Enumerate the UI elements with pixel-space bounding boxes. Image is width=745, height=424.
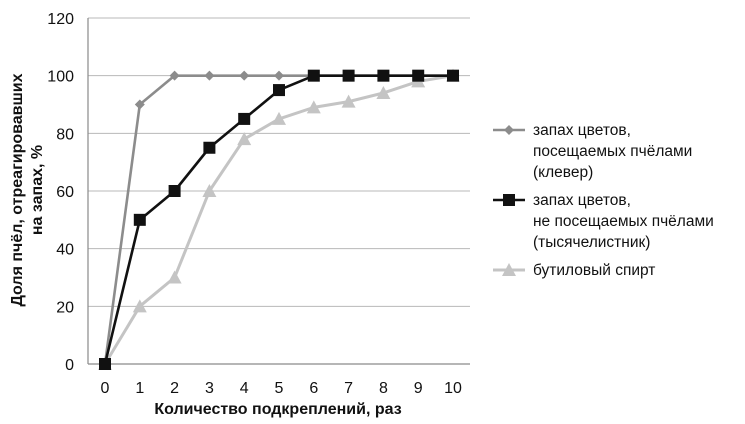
legend-marker-0: [504, 125, 514, 135]
series-2-point-1: [132, 299, 147, 313]
legend-label-0-line-2: (клевер): [533, 164, 593, 181]
x-tick-label-3: 3: [205, 380, 214, 397]
series-2: [98, 68, 460, 370]
series-1-point-10: [447, 69, 459, 82]
x-tick-label-2: 2: [170, 380, 179, 397]
legend-item-0: запах цветов, посещаемых пчёлами (клевер): [493, 122, 692, 181]
series-1-point-1: [133, 213, 146, 226]
legend-marker-1: [503, 194, 515, 206]
series-1: [99, 69, 459, 370]
gridlines: [88, 17, 470, 307]
y-tick-label-60: 60: [56, 184, 74, 201]
series-2-point-8: [376, 85, 391, 99]
x-tick-labels: 0 1 2 3 4 5 6 7 8 9 10: [101, 380, 462, 397]
series-1-point-8: [377, 69, 390, 82]
x-axis-title: Количество подкреплений, раз: [154, 401, 401, 418]
y-tick-label-100: 100: [47, 69, 74, 86]
series-2-point-5: [272, 111, 286, 125]
x-tick-label-5: 5: [275, 380, 284, 397]
legend-marker-2: [502, 263, 516, 276]
series-1-point-6: [307, 69, 320, 82]
x-tick-label-1: 1: [135, 380, 144, 397]
legend-label-2-line-0: бутиловый спирт: [533, 262, 655, 279]
series-2-point-3: [202, 184, 217, 197]
y-tick-labels: 0 20 40 60 80 100 120: [47, 11, 74, 374]
series-0-point-4: [239, 70, 250, 81]
y-tick-label-20: 20: [56, 299, 74, 316]
y-axis-title: Доля пчёл, отреагировавших на запах, %: [9, 73, 46, 306]
legend-item-2: бутиловый спирт: [493, 262, 655, 279]
legend-label-0-line-0: запах цветов,: [533, 122, 631, 139]
legend-label-1-line-1: не посещаемых пчёлами: [533, 213, 714, 230]
series-1-point-0: [99, 358, 111, 370]
y-tick-label-0: 0: [65, 357, 74, 374]
y-tick-label-40: 40: [56, 242, 74, 259]
legend-item-1: запах цветов, не посещаемых пчёлами (тысяч…: [493, 192, 714, 251]
series-1-point-3: [203, 141, 216, 154]
series-0-point-2: [169, 70, 180, 81]
series-0-point-3: [204, 70, 215, 81]
series-0-point-1: [134, 99, 145, 110]
legend: запах цветов,посещаемых пчёлами(клевер)з…: [493, 122, 714, 279]
y-tick-label-120: 120: [47, 11, 74, 28]
series-1-point-2: [168, 185, 181, 197]
x-tick-label-4: 4: [240, 380, 249, 397]
series-0-point-5: [274, 70, 284, 81]
series-1-point-5: [273, 84, 285, 97]
x-tick-label-6: 6: [309, 380, 318, 397]
x-tick-label-7: 7: [344, 380, 353, 397]
x-tick-label-10: 10: [444, 380, 462, 397]
x-tick-label-9: 9: [414, 380, 423, 397]
series-1-point-9: [412, 69, 425, 82]
series-2-point-7: [341, 94, 356, 108]
legend-label-1-line-2: (тысячелистник): [533, 234, 650, 251]
series-2-point-2: [167, 270, 182, 284]
series-1-point-7: [342, 69, 355, 82]
legend-label-0-line-1: посещаемых пчёлами: [533, 143, 692, 160]
series-2-point-6: [306, 100, 321, 114]
series-1-point-4: [238, 112, 251, 125]
y-tick-label-80: 80: [56, 126, 74, 143]
y-axis-title-line-1: Доля пчёл, отреагировавших: [9, 73, 26, 306]
x-tick-label-8: 8: [379, 380, 388, 397]
series-2-point-4: [237, 132, 252, 146]
legend-label-1-line-0: запах цветов,: [533, 192, 631, 209]
axes: [87, 18, 470, 365]
x-tick-label-0: 0: [101, 380, 110, 397]
data-series: [98, 68, 460, 370]
y-axis-title-line-2: на запах, %: [29, 145, 46, 235]
